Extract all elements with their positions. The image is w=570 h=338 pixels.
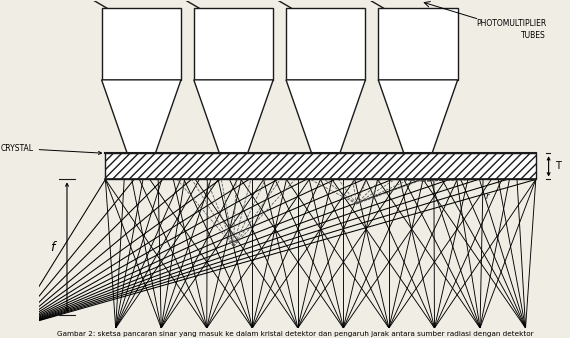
- Text: f: f: [50, 241, 54, 254]
- Text: Gambar 2: sketsa pancaran sinar yang masuk ke dalam kristal detektor dan pengaru: Gambar 2: sketsa pancaran sinar yang mas…: [56, 331, 534, 337]
- Text: PHOTOMULTIPLIER
TUBES: PHOTOMULTIPLIER TUBES: [476, 19, 546, 40]
- Bar: [101, 8, 181, 80]
- Bar: [194, 8, 273, 80]
- Bar: [378, 8, 458, 80]
- Text: T: T: [555, 161, 561, 171]
- Text: r: r: [486, 193, 489, 201]
- Bar: [105, 153, 536, 179]
- Polygon shape: [194, 80, 273, 153]
- Bar: [286, 8, 365, 80]
- Polygon shape: [378, 80, 458, 153]
- Polygon shape: [286, 80, 365, 153]
- Text: CRYSTAL: CRYSTAL: [1, 144, 101, 154]
- Polygon shape: [101, 80, 181, 153]
